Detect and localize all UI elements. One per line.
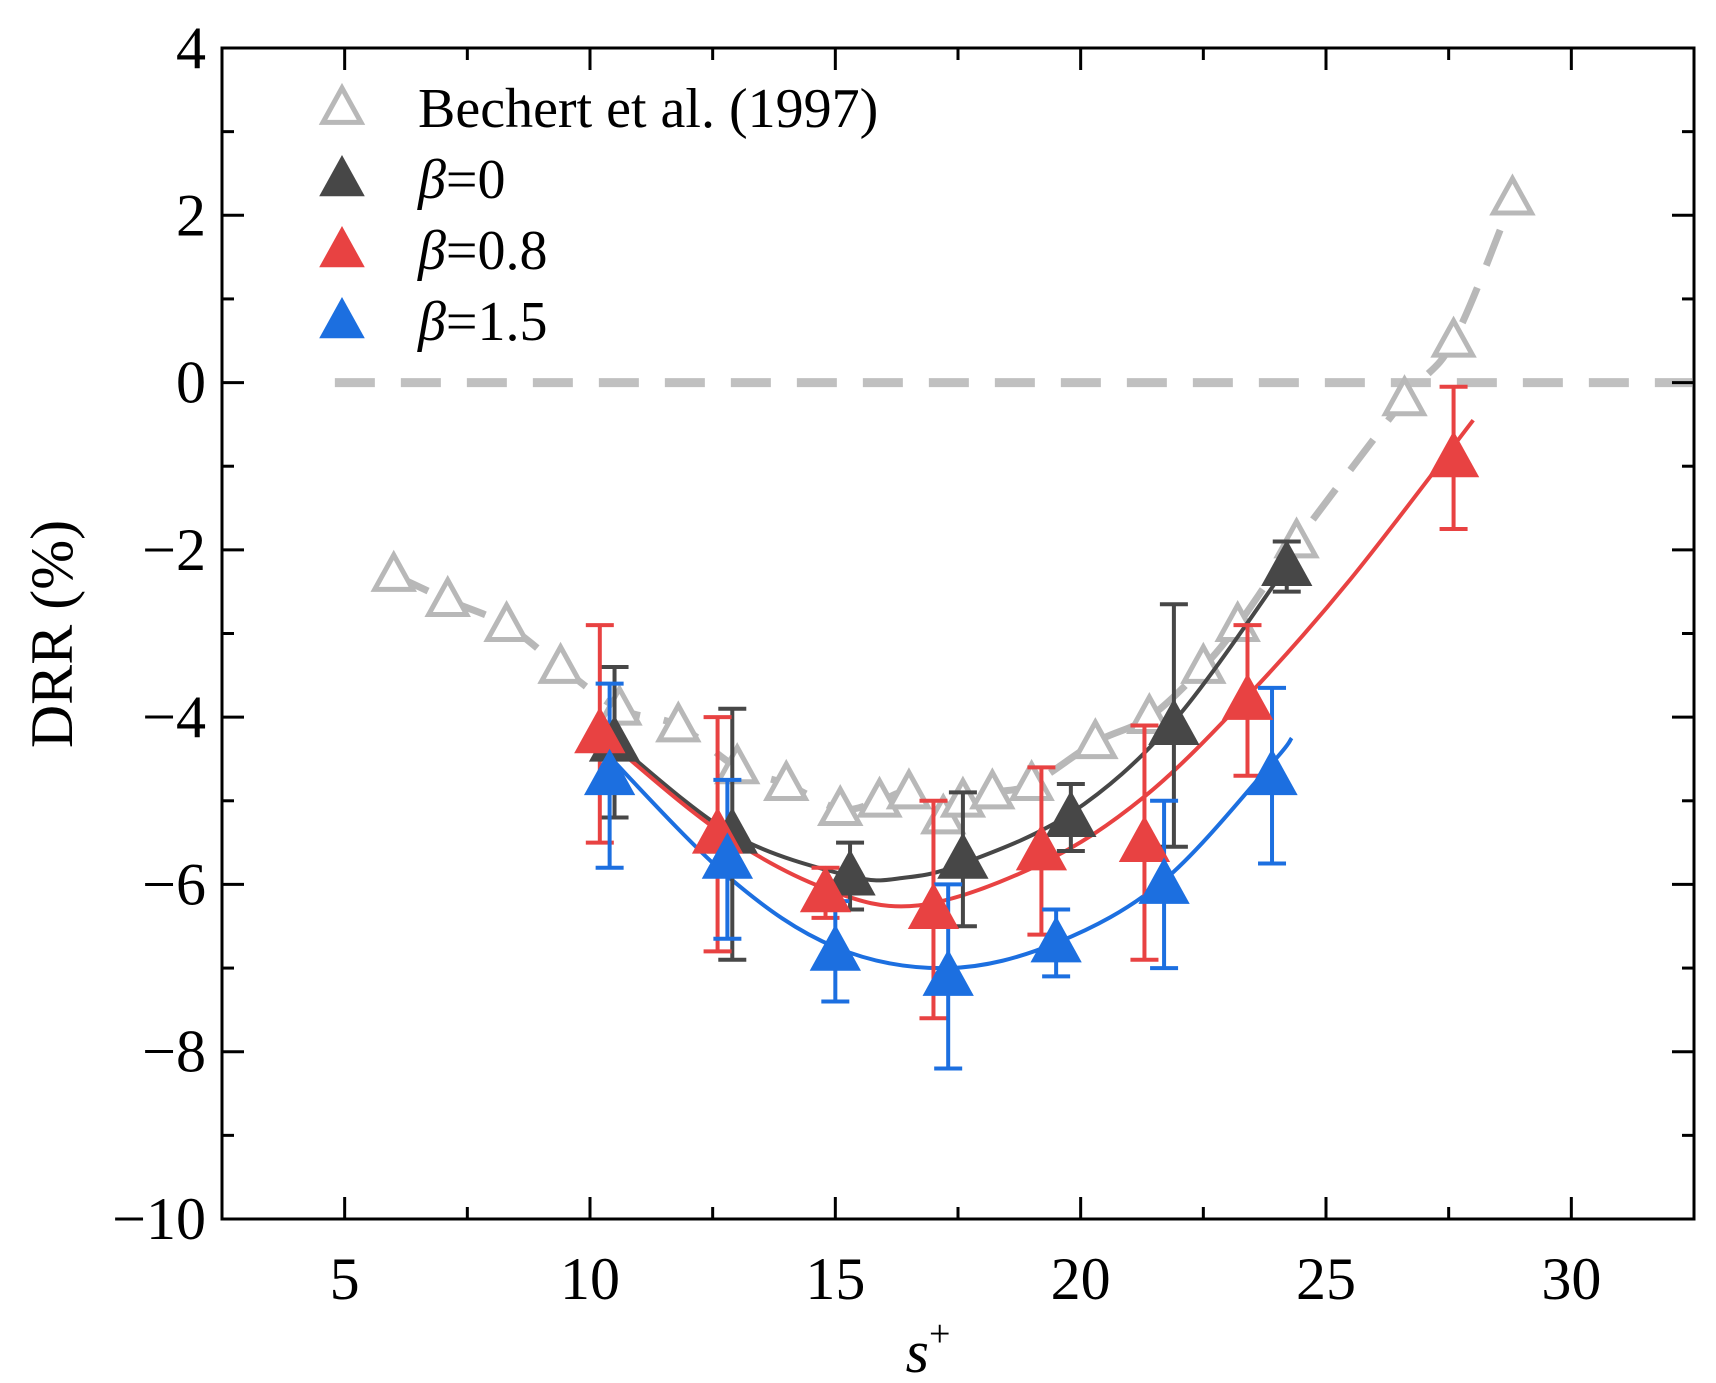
- y-tick-label: −6: [142, 851, 206, 917]
- bechert-et-al-1997--point: [713, 742, 761, 785]
- x-tick-label: 30: [1541, 1246, 1601, 1312]
- bechert-et-al-1997--point: [1489, 173, 1536, 216]
- error-bars-layer: [585, 384, 1468, 1071]
- x-axis-title: s+: [906, 1313, 951, 1383]
- bechert-et-al-1997--point: [1072, 717, 1119, 760]
- legend-marker-beta-1-5: [319, 297, 365, 339]
- y-tick-label: 4: [176, 15, 206, 81]
- y-tick-label: −8: [142, 1019, 206, 1085]
- legend-marker-beta-0: [319, 155, 365, 197]
- beta-1-5-point: [1138, 857, 1190, 904]
- legend-beta-value: =0.8: [446, 220, 548, 282]
- beta-0-point: [1148, 698, 1200, 745]
- x-tick-label: 20: [1051, 1246, 1111, 1312]
- legend-label-beta-0-8: β=0.8: [417, 220, 547, 282]
- bechert-et-al-1997--point: [1430, 315, 1477, 358]
- legend: Bechert et al. (1997)β=0β=0.8β=1.5: [318, 78, 878, 353]
- legend-label-bechert-et-al-1997-: Bechert et al. (1997): [418, 78, 878, 140]
- bechert-et-al-1997--point: [370, 549, 417, 592]
- bechert-et-al-1997--point: [1126, 691, 1173, 735]
- bechert-et-al-1997--point: [537, 641, 584, 684]
- bechert-et-al-1997--point: [1381, 374, 1428, 417]
- beta-0-point: [937, 832, 989, 879]
- legend-label-beta-0: β=0: [417, 149, 505, 211]
- beta-0-point: [1045, 790, 1097, 837]
- beta-0-point: [1261, 539, 1313, 587]
- bechert-series-layer: [370, 173, 1536, 835]
- beta-0-8-point: [574, 706, 626, 754]
- bechert-et-al-1997--point: [763, 758, 810, 801]
- beta-1-5-point: [1030, 915, 1082, 963]
- y-tick-label: −10: [112, 1186, 206, 1252]
- beta-0-8-point: [1015, 823, 1068, 871]
- legend-beta-symbol: β: [417, 291, 446, 353]
- y-tick-label: 2: [176, 182, 206, 248]
- beta-1-5-point: [583, 748, 636, 796]
- beta-0-8-point: [799, 865, 852, 913]
- bechert-et-al-1997--point: [655, 700, 702, 743]
- markers-layer: [574, 430, 1480, 996]
- legend-label-beta-1-5: β=1.5: [417, 291, 547, 353]
- bechert-et-al-1997--point: [969, 767, 1016, 810]
- legend-beta-symbol: β: [417, 149, 446, 211]
- x-tick-label: 15: [805, 1246, 865, 1312]
- x-tick-label: 10: [560, 1246, 620, 1312]
- legend-beta-value: =0: [446, 149, 506, 211]
- bechert-et-al-1997--point: [596, 683, 643, 726]
- legend-marker-beta-0-8: [319, 226, 365, 268]
- y-axis-title: DRR (%): [19, 520, 85, 748]
- beta-1-5-point: [701, 832, 754, 879]
- ticks-layer: 5 10 15 20 25 30 −10 −8 −6 −4 −2 0 2 4: [112, 15, 1696, 1312]
- legend-beta-symbol: β: [417, 220, 446, 282]
- legend-marker-bechert-et-al-1997-: [318, 82, 366, 125]
- beta-0-8-point: [1221, 673, 1274, 720]
- bechert-et-al-1997--point: [817, 783, 864, 827]
- beta-1-5-point: [1246, 748, 1298, 796]
- legend-beta-value: =1.5: [446, 291, 548, 353]
- bechert-et-al-1997--line: [392, 197, 1516, 822]
- beta-0-8-point: [907, 882, 960, 929]
- y-tick-label: −2: [142, 517, 206, 583]
- beta-0-8-point: [1427, 430, 1480, 478]
- beta-1-5-point: [922, 949, 974, 996]
- bechert-et-al-1997--point: [483, 599, 530, 643]
- x-tick-label: 25: [1296, 1246, 1356, 1312]
- bechert-et-al-1997--point: [885, 767, 933, 810]
- x-tick-label: 5: [330, 1246, 360, 1312]
- y-tick-label: −4: [142, 684, 206, 750]
- bechert-et-al-1997--point: [424, 574, 471, 617]
- y-tick-label: 0: [176, 350, 206, 416]
- beta-0-point: [824, 849, 876, 896]
- beta-1-5-point: [809, 924, 861, 971]
- beta-0-8-point: [1118, 815, 1171, 863]
